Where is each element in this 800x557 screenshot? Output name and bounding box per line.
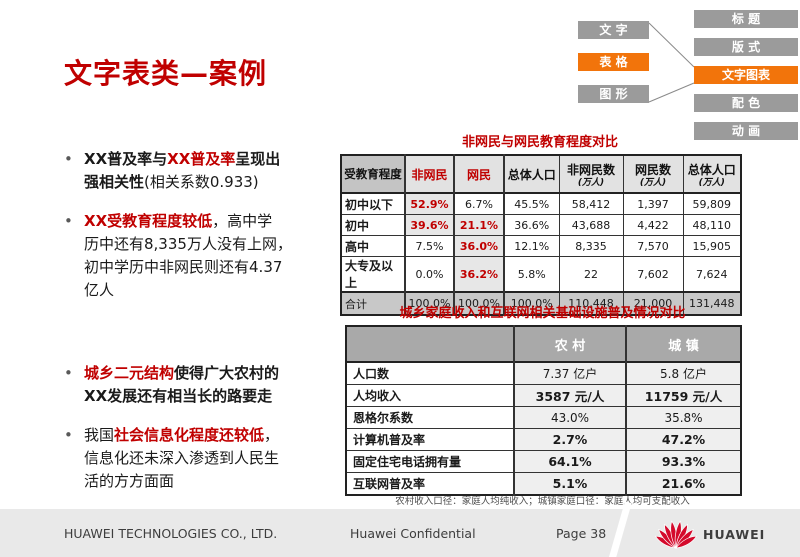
education-table-title: 非网民与网民教育程度对比 — [461, 135, 618, 150]
nav-item: 配 色 — [694, 94, 798, 112]
nav-left-column: 文 字表 格图 形 — [578, 21, 649, 117]
table-cell: 11759 元/人 — [625, 384, 742, 407]
table-row: 初中以下 52.9% 6.7% 45.5% 58,412 1,397 59,809 — [340, 192, 742, 215]
table-cell: 4,422 — [622, 214, 684, 236]
huawei-flower-icon — [655, 520, 697, 549]
urban-rural-comparison-table: 农 村城 镇 人口数 7.37 亿户 5.8 亿户 人均收入 3587 元/人 11759… — [345, 325, 742, 496]
table-cell: 7,624 — [682, 256, 742, 293]
table-row: 大专及以上 0.0% 36.2% 5.8% 22 7,602 7,624 — [340, 256, 742, 293]
education-table-section: 非网民与网民教育程度对比 受教育程度 非网民 网民 总体人口 非网民数 (万人) 网民数 (万… — [340, 131, 742, 316]
nav-item: 动 画 — [694, 122, 798, 140]
table-cell: 43,688 — [558, 214, 624, 236]
bullet-item: 城乡二元结构使得广大农村的 XX发展还有相当长的路要走 — [56, 362, 322, 408]
footer-company: HUAWEI TECHNOLOGIES CO., LTD. — [64, 526, 278, 541]
table-cell: 45.5% — [503, 192, 560, 215]
table-row: 初中 39.6% 21.1% 36.6% 43,688 4,422 48,110 — [340, 214, 742, 236]
table-cell: 47.2% — [625, 428, 742, 451]
table-cell: 7.5% — [404, 235, 455, 257]
table-cell: 22 — [558, 256, 624, 293]
table-cell: 15,905 — [682, 235, 742, 257]
huawei-logo-text: HUAWEI — [703, 526, 766, 542]
footer-diagonal-divider — [607, 501, 632, 557]
row-label: 恩格尔系数 — [345, 406, 515, 429]
bullet-item: XX受教育程度较低，高中学 历中还有8,335万人没有上网， 初中学历中非网民则… — [56, 210, 322, 302]
table-cell: 35.8% — [625, 406, 742, 429]
nav-item: 标 题 — [694, 10, 798, 28]
row-label: 人口数 — [345, 361, 515, 385]
nav-item: 图 形 — [578, 85, 649, 103]
footer-confidential: Huawei Confidential — [350, 526, 476, 541]
table-cell: 6.7% — [453, 192, 505, 215]
table-cell: 5.8% — [503, 256, 560, 293]
nav-item: 表 格 — [578, 53, 649, 71]
table-row: 恩格尔系数 43.0% 35.8% — [345, 406, 742, 429]
table-cell: 48,110 — [682, 214, 742, 236]
table-cell: 39.6% — [404, 214, 455, 236]
row-label: 计算机普及率 — [345, 428, 515, 451]
column-header: 非网民数 (万人) — [558, 154, 624, 194]
row-label: 人均收入 — [345, 384, 515, 407]
huawei-logo: HUAWEI — [655, 517, 765, 551]
table-cell: 21.1% — [453, 214, 505, 236]
nav-item: 文字图表 — [694, 66, 798, 84]
column-header: 总体人口 — [503, 154, 560, 194]
row-label: 初中 — [340, 214, 406, 236]
column-header — [345, 325, 515, 363]
column-header: 受教育程度 — [340, 154, 406, 194]
table-cell: 3587 元/人 — [513, 384, 627, 407]
table-footnote: 农村收入口径：家庭人均纯收入；城镇家庭口径：家庭人均可支配收入 — [395, 496, 690, 507]
column-header: 城 镇 — [625, 325, 742, 363]
table-cell: 93.3% — [625, 450, 742, 473]
table-cell: 36.0% — [453, 235, 505, 257]
table-cell: 8,335 — [558, 235, 624, 257]
table-cell: 52.9% — [404, 192, 455, 215]
urban-rural-table-section: 城乡家庭收入和互联网相关基础设施普及情况对比 农 村城 镇 人口数 7.37 亿户… — [345, 302, 742, 496]
table-cell: 7,570 — [622, 235, 684, 257]
bullet-list: XX普及率与XX普及率呈现出 强相关性(相关系数0.933) XX受教育程度较低，… — [56, 148, 322, 509]
urban-rural-table-title: 城乡家庭收入和互联网相关基础设施普及情况对比 — [399, 306, 686, 321]
table-cell: 7,602 — [622, 256, 684, 293]
column-header: 网民 — [453, 154, 505, 194]
column-header: 农 村 — [513, 325, 627, 363]
table-cell: 64.1% — [513, 450, 627, 473]
table-row: 互联网普及率 5.1% 21.6% — [345, 472, 742, 496]
page-title: 文字表类—案例 — [64, 57, 268, 90]
education-comparison-table: 受教育程度 非网民 网民 总体人口 非网民数 (万人) 网民数 (万人) 总体人口 (万人) 初中… — [340, 154, 742, 316]
table-cell: 1,397 — [622, 192, 684, 215]
column-header: 非网民 — [404, 154, 455, 194]
table-cell: 2.7% — [513, 428, 627, 451]
row-label: 互联网普及率 — [345, 472, 515, 496]
footer-page-number: Page 38 — [556, 526, 607, 541]
footer-bar: HUAWEI TECHNOLOGIES CO., LTD. Huawei Con… — [0, 501, 800, 557]
table-row: 人口数 7.37 亿户 5.8 亿户 — [345, 361, 742, 385]
row-label: 大专及以上 — [340, 256, 406, 293]
nav-item: 版 式 — [694, 38, 798, 56]
table-cell: 12.1% — [503, 235, 560, 257]
table-cell: 5.8 亿户 — [625, 361, 742, 385]
table-cell: 0.0% — [404, 256, 455, 293]
row-label: 固定住宅电话拥有量 — [345, 450, 515, 473]
table-row: 人均收入 3587 元/人 11759 元/人 — [345, 384, 742, 407]
table-cell: 36.6% — [503, 214, 560, 236]
table-row: 高中 7.5% 36.0% 12.1% 8,335 7,570 15,905 — [340, 235, 742, 257]
nav-right-column: 标 题版 式文字图表配 色动 画 — [694, 10, 798, 150]
column-header: 总体人口 (万人) — [682, 154, 742, 194]
table-row: 计算机普及率 2.7% 47.2% — [345, 428, 742, 451]
table-cell: 58,412 — [558, 192, 624, 215]
table-cell: 36.2% — [453, 256, 505, 293]
bullet-item: XX普及率与XX普及率呈现出 强相关性(相关系数0.933) — [56, 148, 322, 194]
table-cell: 21.6% — [625, 472, 742, 496]
table-row: 固定住宅电话拥有量 64.1% 93.3% — [345, 450, 742, 473]
table-cell: 43.0% — [513, 406, 627, 429]
nav-item: 文 字 — [578, 21, 649, 39]
table-cell: 5.1% — [513, 472, 627, 496]
total-row: 合计 100.0% 100.0% 100.0% 110,448 21,000 131,448 — [340, 291, 742, 316]
row-label: 高中 — [340, 235, 406, 257]
column-header: 网民数 (万人) — [622, 154, 684, 194]
row-label: 初中以下 — [340, 192, 406, 215]
bullet-item: 我国社会信息化程度还较低， 信息化还未深入渗透到人民生 活的方方面面 — [56, 424, 322, 493]
table-cell: 7.37 亿户 — [513, 361, 627, 385]
table-cell: 59,809 — [682, 192, 742, 215]
